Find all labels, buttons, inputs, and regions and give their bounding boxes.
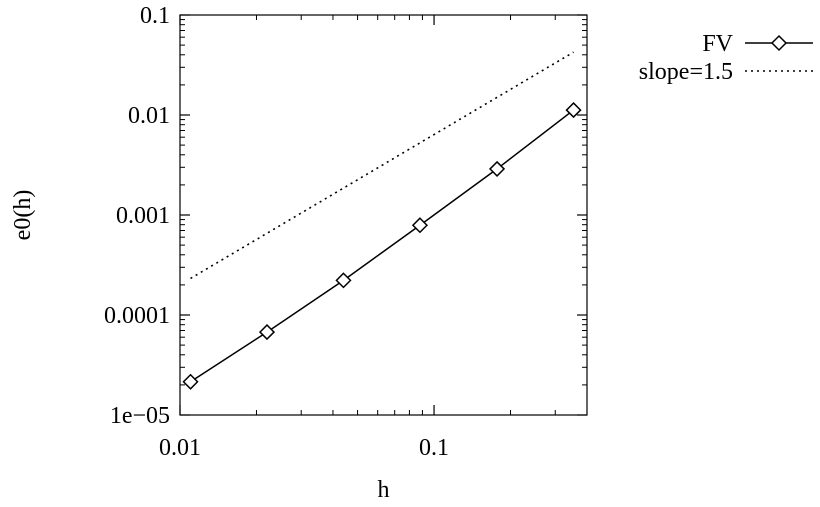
plot-border bbox=[179, 14, 588, 416]
diamond-marker bbox=[335, 272, 352, 289]
series-line bbox=[190, 51, 574, 280]
series-layer bbox=[182, 51, 582, 390]
diamond-marker bbox=[182, 373, 199, 390]
y-tick-label: 0.01 bbox=[128, 103, 170, 129]
series-line bbox=[190, 109, 574, 383]
legend-label: FV bbox=[702, 31, 733, 57]
y-tick-label: 0.1 bbox=[140, 3, 170, 29]
x-tick-label: 0.01 bbox=[159, 435, 201, 461]
diamond-marker bbox=[770, 34, 788, 52]
diamond-marker bbox=[411, 217, 429, 234]
x-axis-label: h bbox=[378, 477, 390, 503]
diamond-marker bbox=[488, 160, 506, 177]
series-slope bbox=[190, 51, 574, 280]
plot-area bbox=[179, 14, 588, 416]
diamond-marker bbox=[565, 102, 582, 119]
y-tick-label: 0.001 bbox=[116, 203, 170, 229]
y-axis-label: e0(h) bbox=[10, 190, 36, 241]
x-tick-label: 0.1 bbox=[419, 435, 449, 461]
y-tick-label: 0.0001 bbox=[104, 303, 170, 329]
diamond-marker bbox=[258, 324, 276, 341]
series-fv bbox=[182, 102, 582, 390]
axis-ticks: 0.01 0.1 1e−05 0.0001 0.001 0.01 0.1 bbox=[104, 3, 588, 461]
legend-label: slope=1.5 bbox=[639, 59, 733, 85]
y-tick-label: 1e−05 bbox=[110, 403, 170, 429]
